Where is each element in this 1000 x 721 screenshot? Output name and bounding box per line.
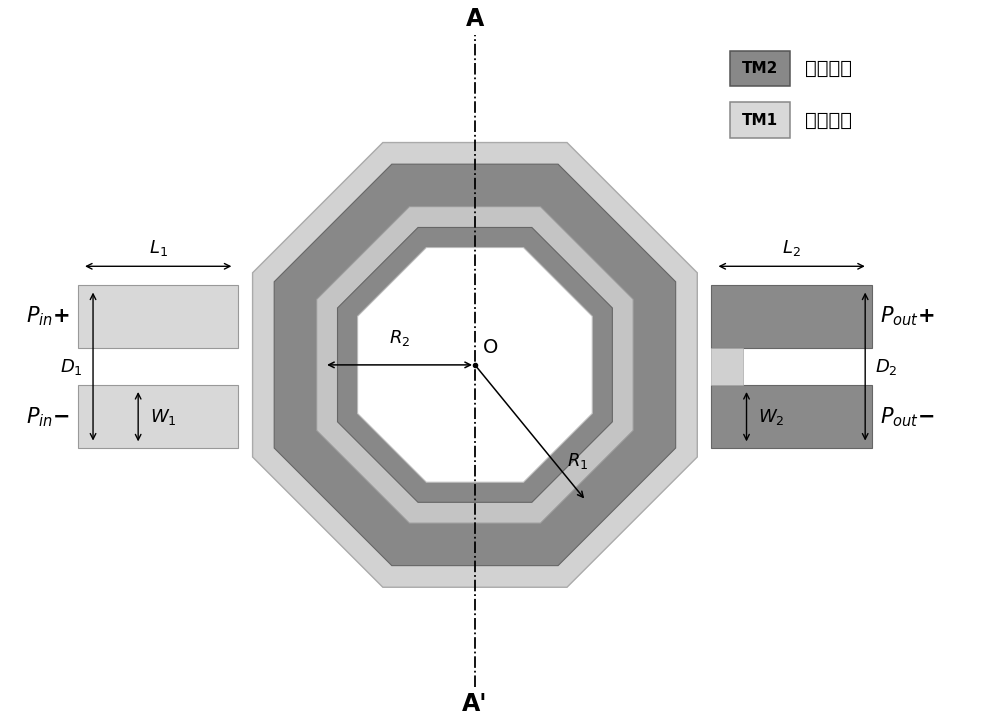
Polygon shape: [317, 207, 633, 523]
Text: $P_{out}$+: $P_{out}$+: [880, 305, 935, 328]
Text: $D_1$: $D_1$: [60, 357, 83, 376]
Polygon shape: [338, 227, 612, 503]
Text: $W_2$: $W_2$: [758, 407, 785, 427]
Text: $L_2$: $L_2$: [782, 238, 801, 258]
Bar: [711, 385, 872, 448]
Polygon shape: [253, 143, 697, 587]
Text: A': A': [462, 692, 488, 717]
Polygon shape: [274, 164, 676, 565]
Bar: [78, 385, 238, 448]
Text: $R_1$: $R_1$: [567, 451, 588, 471]
Text: O: O: [483, 337, 499, 357]
Text: 初级线圈: 初级线圈: [805, 110, 852, 130]
Text: $D_2$: $D_2$: [875, 357, 898, 376]
Text: $L_1$: $L_1$: [149, 238, 168, 258]
Text: A: A: [466, 6, 484, 30]
Text: TM1: TM1: [742, 112, 778, 128]
Text: 次级线圈: 次级线圈: [805, 58, 852, 78]
Text: $P_{out}$−: $P_{out}$−: [880, 405, 935, 428]
Bar: [730, 50, 790, 86]
Bar: [711, 285, 872, 348]
Bar: [78, 285, 238, 348]
Polygon shape: [358, 247, 592, 482]
Text: $W_1$: $W_1$: [150, 407, 177, 427]
Bar: [711, 348, 743, 385]
Text: $P_{in}$−: $P_{in}$−: [26, 405, 70, 428]
Text: TM2: TM2: [742, 61, 778, 76]
Bar: [730, 102, 790, 138]
Text: $R_2$: $R_2$: [389, 328, 410, 348]
Text: $P_{in}$+: $P_{in}$+: [26, 305, 70, 328]
